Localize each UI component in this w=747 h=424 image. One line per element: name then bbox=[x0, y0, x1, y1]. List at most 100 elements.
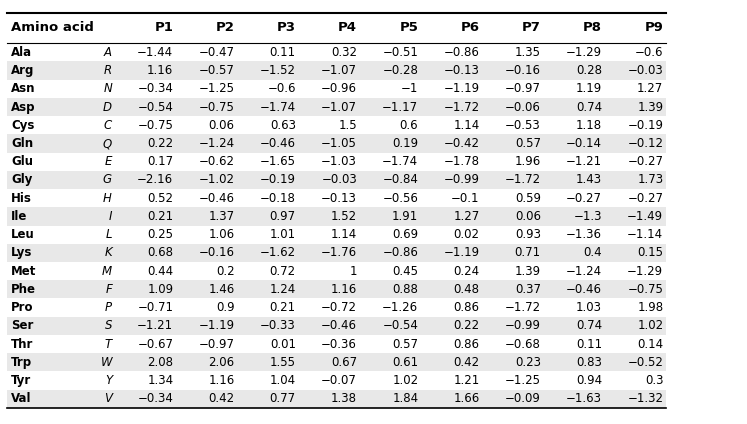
Text: −0.54: −0.54 bbox=[382, 319, 418, 332]
Text: −0.13: −0.13 bbox=[321, 192, 357, 205]
Text: −1.19: −1.19 bbox=[444, 82, 480, 95]
Text: 1.03: 1.03 bbox=[576, 301, 602, 314]
Text: −0.27: −0.27 bbox=[627, 155, 663, 168]
Text: 0.3: 0.3 bbox=[645, 374, 663, 387]
Text: −1.72: −1.72 bbox=[444, 100, 480, 114]
Text: 2.06: 2.06 bbox=[208, 356, 235, 369]
Text: 1.39: 1.39 bbox=[637, 100, 663, 114]
Text: −1.36: −1.36 bbox=[566, 228, 602, 241]
Text: 1.04: 1.04 bbox=[270, 374, 296, 387]
Text: P7: P7 bbox=[522, 22, 541, 34]
Text: Phe: Phe bbox=[11, 283, 36, 296]
Text: −1.62: −1.62 bbox=[260, 246, 296, 259]
Text: 1.43: 1.43 bbox=[576, 173, 602, 187]
Text: D: D bbox=[103, 100, 112, 114]
Text: 1.96: 1.96 bbox=[515, 155, 541, 168]
Text: 0.72: 0.72 bbox=[270, 265, 296, 278]
Text: −1.32: −1.32 bbox=[627, 392, 663, 405]
Text: −0.86: −0.86 bbox=[444, 46, 480, 59]
Text: −1.72: −1.72 bbox=[505, 301, 541, 314]
Text: −0.57: −0.57 bbox=[199, 64, 235, 77]
Text: 0.02: 0.02 bbox=[453, 228, 480, 241]
Text: −0.27: −0.27 bbox=[627, 192, 663, 205]
Text: 2.08: 2.08 bbox=[147, 356, 173, 369]
Text: 1.98: 1.98 bbox=[637, 301, 663, 314]
Text: 0.71: 0.71 bbox=[515, 246, 541, 259]
Text: −1.05: −1.05 bbox=[321, 137, 357, 150]
Text: −0.99: −0.99 bbox=[505, 319, 541, 332]
Text: 0.48: 0.48 bbox=[453, 283, 480, 296]
Text: 1.14: 1.14 bbox=[453, 119, 480, 132]
Text: −1.72: −1.72 bbox=[505, 173, 541, 187]
Text: 0.28: 0.28 bbox=[576, 64, 602, 77]
Text: 1.01: 1.01 bbox=[270, 228, 296, 241]
Text: 1.21: 1.21 bbox=[453, 374, 480, 387]
Text: −1.14: −1.14 bbox=[627, 228, 663, 241]
Text: −0.51: −0.51 bbox=[382, 46, 418, 59]
Text: −1.3: −1.3 bbox=[574, 210, 602, 223]
Text: 0.01: 0.01 bbox=[270, 338, 296, 351]
Text: 0.69: 0.69 bbox=[392, 228, 418, 241]
Text: Amino acid: Amino acid bbox=[11, 22, 94, 34]
Text: −0.18: −0.18 bbox=[260, 192, 296, 205]
Text: 1: 1 bbox=[350, 265, 357, 278]
Text: 1.39: 1.39 bbox=[515, 265, 541, 278]
Text: I: I bbox=[108, 210, 112, 223]
Bar bbox=[7, 134, 666, 153]
Text: 1.35: 1.35 bbox=[515, 46, 541, 59]
Text: Y: Y bbox=[105, 374, 112, 387]
Text: −0.19: −0.19 bbox=[260, 173, 296, 187]
Text: 0.15: 0.15 bbox=[637, 246, 663, 259]
Text: 0.45: 0.45 bbox=[392, 265, 418, 278]
Text: 0.93: 0.93 bbox=[515, 228, 541, 241]
Text: −1.24: −1.24 bbox=[199, 137, 235, 150]
Text: 0.22: 0.22 bbox=[453, 319, 480, 332]
Text: 1.02: 1.02 bbox=[392, 374, 418, 387]
Text: −1.65: −1.65 bbox=[260, 155, 296, 168]
Text: 0.24: 0.24 bbox=[453, 265, 480, 278]
Text: 1.24: 1.24 bbox=[270, 283, 296, 296]
Text: K: K bbox=[105, 246, 112, 259]
Bar bbox=[7, 244, 666, 262]
Text: C: C bbox=[104, 119, 112, 132]
Text: −0.34: −0.34 bbox=[137, 392, 173, 405]
Text: Trp: Trp bbox=[11, 356, 32, 369]
Text: −0.12: −0.12 bbox=[627, 137, 663, 150]
Text: −0.84: −0.84 bbox=[382, 173, 418, 187]
Text: −1.44: −1.44 bbox=[137, 46, 173, 59]
Text: −0.42: −0.42 bbox=[444, 137, 480, 150]
Text: −0.56: −0.56 bbox=[382, 192, 418, 205]
Text: Ile: Ile bbox=[11, 210, 28, 223]
Text: 1.27: 1.27 bbox=[637, 82, 663, 95]
Bar bbox=[7, 353, 666, 371]
Text: P1: P1 bbox=[155, 22, 173, 34]
Text: 0.23: 0.23 bbox=[515, 356, 541, 369]
Text: 0.11: 0.11 bbox=[576, 338, 602, 351]
Text: −0.09: −0.09 bbox=[505, 392, 541, 405]
Text: −1.17: −1.17 bbox=[382, 100, 418, 114]
Text: −0.75: −0.75 bbox=[199, 100, 235, 114]
Text: V: V bbox=[104, 392, 112, 405]
Text: R: R bbox=[104, 64, 112, 77]
Text: −0.6: −0.6 bbox=[267, 82, 296, 95]
Text: −1.07: −1.07 bbox=[321, 100, 357, 114]
Text: Asp: Asp bbox=[11, 100, 36, 114]
Text: −0.46: −0.46 bbox=[199, 192, 235, 205]
Bar bbox=[7, 171, 666, 189]
Text: 1.27: 1.27 bbox=[453, 210, 480, 223]
Text: Tyr: Tyr bbox=[11, 374, 31, 387]
Text: −0.6: −0.6 bbox=[635, 46, 663, 59]
Text: F: F bbox=[105, 283, 112, 296]
Text: 0.11: 0.11 bbox=[270, 46, 296, 59]
Text: 1.37: 1.37 bbox=[208, 210, 235, 223]
Text: Met: Met bbox=[11, 265, 37, 278]
Text: 0.37: 0.37 bbox=[515, 283, 541, 296]
Text: −0.62: −0.62 bbox=[199, 155, 235, 168]
Text: Glu: Glu bbox=[11, 155, 33, 168]
Text: −1.03: −1.03 bbox=[321, 155, 357, 168]
Text: −1.49: −1.49 bbox=[627, 210, 663, 223]
Text: 1.34: 1.34 bbox=[147, 374, 173, 387]
Text: 1.55: 1.55 bbox=[270, 356, 296, 369]
Text: −1.02: −1.02 bbox=[199, 173, 235, 187]
Text: −0.75: −0.75 bbox=[137, 119, 173, 132]
